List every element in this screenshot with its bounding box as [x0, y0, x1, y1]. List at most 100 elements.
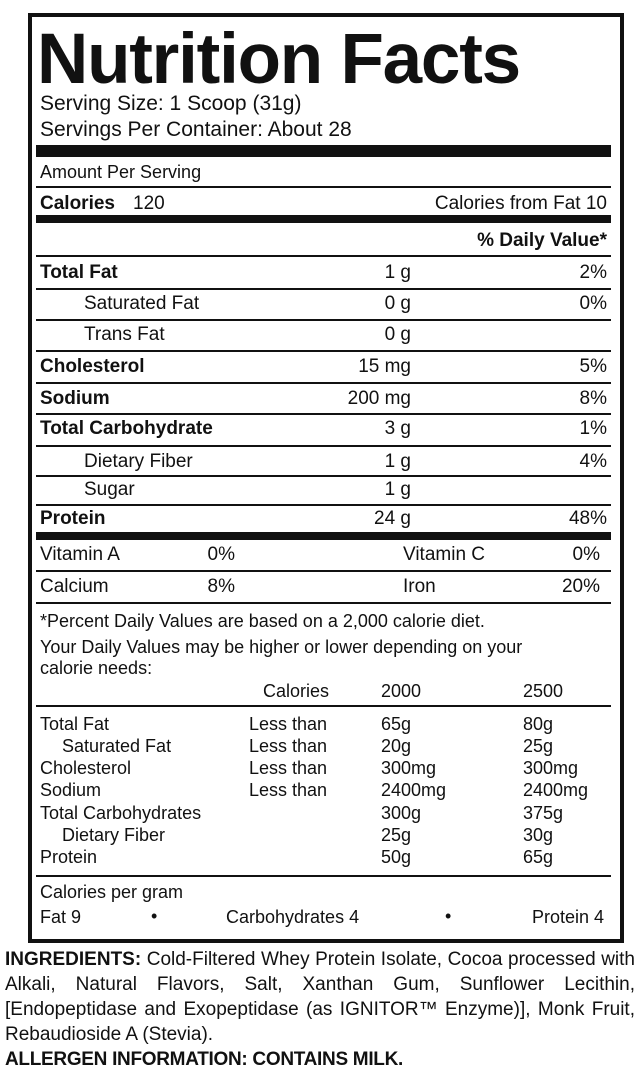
dv-table-header: Calories	[263, 681, 330, 701]
rule	[36, 319, 611, 321]
thick-rule	[36, 215, 611, 223]
bullet: •	[445, 906, 452, 926]
dv-table-qualifier: Less than	[249, 758, 328, 778]
footnote: Your Daily Values may be higher or lower…	[40, 637, 523, 657]
title: Nutrition Facts	[37, 20, 521, 99]
dv-table-2000: 50g	[381, 847, 412, 867]
dv-table-header: 2500	[523, 681, 564, 701]
rule	[36, 186, 611, 188]
nutrient-amount: 1 g	[384, 451, 411, 472]
dv-table-2000: 300mg	[381, 758, 437, 778]
dv-table-2500: 300mg	[523, 758, 579, 778]
amount-per-serving: Amount Per Serving	[40, 162, 202, 182]
nutrient-dv: 5%	[579, 356, 607, 377]
nutrient-amount: 200 mg	[347, 388, 411, 409]
nutrient-amount: 1 g	[384, 262, 411, 283]
dv-table-2500: 65g	[523, 847, 554, 867]
serving-size: Serving Size: 1 Scoop (31g)	[40, 92, 302, 115]
dv-table-qualifier: Less than	[249, 714, 328, 734]
rule	[36, 350, 611, 352]
ingredients: INGREDIENTS: Cold-Filtered Whey Protein …	[5, 947, 635, 1047]
vitamin-dv: 0%	[572, 544, 600, 565]
dv-table-2000: 65g	[381, 714, 412, 734]
calories-from-fat: Calories from Fat 10	[434, 193, 607, 214]
rule	[36, 602, 611, 604]
rule	[36, 705, 611, 707]
dv-table-name: Sodium	[40, 780, 102, 800]
calories-value: 120	[133, 193, 165, 214]
dv-table-2500: 2400mg	[523, 780, 589, 800]
thick-rule	[36, 145, 611, 157]
calories-per-gram-item: Carbohydrates 4	[226, 907, 360, 927]
nutrient-name: Dietary Fiber	[84, 451, 193, 472]
nutrient-name: Cholesterol	[40, 356, 145, 377]
dv-table-2000: 25g	[381, 825, 412, 845]
ingredients-text: Cold-Filtered Whey Protein Isolate, Coco…	[5, 949, 635, 1045]
rule	[36, 445, 611, 447]
dv-table-name: Cholesterol	[40, 758, 132, 778]
rule	[36, 382, 611, 384]
dv-table-header: 2000	[381, 681, 422, 701]
vitamin-name: Vitamin C	[403, 544, 486, 565]
nutrient-amount: 15 mg	[358, 356, 411, 377]
calories-per-gram-item: Fat 9	[40, 907, 82, 927]
nutrient-name: Protein	[40, 508, 106, 529]
daily-value-header: % Daily Value*	[477, 230, 607, 251]
dv-table-name: Total Fat	[40, 714, 110, 734]
vitamin-dv: 0%	[207, 544, 235, 565]
nutrient-dv: 4%	[579, 451, 607, 472]
vitamin-name: Vitamin A	[40, 544, 120, 565]
dv-table-name: Dietary Fiber	[62, 825, 166, 845]
dv-table-name: Saturated Fat	[62, 736, 172, 756]
rule	[36, 255, 611, 257]
rule	[36, 413, 611, 415]
nutrient-amount: 3 g	[384, 418, 411, 439]
nutrient-name: Trans Fat	[84, 324, 165, 345]
nutrient-name: Sugar	[84, 479, 135, 500]
dv-table-2500: 375g	[523, 803, 564, 823]
dv-table-2500: 30g	[523, 825, 554, 845]
nutrient-amount: 1 g	[384, 479, 411, 500]
ingredients-label: INGREDIENTS:	[5, 949, 142, 970]
vitamin-name: Calcium	[40, 576, 109, 597]
calories-per-gram: Calories per gram	[40, 882, 184, 902]
nutrient-name: Saturated Fat	[84, 293, 200, 314]
vitamin-dv: 8%	[207, 576, 235, 597]
servings-per-container: Servings Per Container: About 28	[40, 118, 352, 141]
rule	[36, 288, 611, 290]
dv-table-name: Protein	[40, 847, 98, 867]
nutrient-amount: 0 g	[384, 324, 411, 345]
bullet: •	[151, 906, 158, 926]
vitamin-dv: 20%	[561, 576, 600, 597]
nutrient-name: Sodium	[40, 388, 110, 409]
dv-table-2000: 300g	[381, 803, 422, 823]
nutrient-amount: 24 g	[374, 508, 411, 529]
nutrient-dv: 0%	[579, 293, 607, 314]
nutrient-dv: 2%	[579, 262, 607, 283]
dv-table-name: Total Carbohydrates	[40, 803, 202, 823]
dv-table-2500: 80g	[523, 714, 554, 734]
thick-rule	[36, 532, 611, 540]
rule	[36, 875, 611, 877]
dv-table-2000: 2400mg	[381, 780, 447, 800]
nutrient-amount: 0 g	[384, 293, 411, 314]
dv-table-qualifier: Less than	[249, 780, 328, 800]
dv-table-2000: 20g	[381, 736, 412, 756]
dv-table-2500: 25g	[523, 736, 554, 756]
nutrient-name: Total Carbohydrate	[40, 418, 213, 439]
footnote: calorie needs:	[40, 658, 153, 678]
vitamin-name: Iron	[403, 576, 436, 597]
calories-label: Calories	[40, 193, 115, 214]
nutrient-name: Total Fat	[40, 262, 118, 283]
rule	[36, 504, 611, 506]
footnote: *Percent Daily Values are based on a 2,0…	[40, 611, 485, 631]
nutrient-dv: 48%	[568, 508, 607, 529]
label-border	[28, 13, 624, 943]
rule	[36, 475, 611, 477]
rule	[36, 570, 611, 572]
calories-per-gram-item: Protein 4	[531, 907, 604, 927]
dv-table-qualifier: Less than	[249, 736, 328, 756]
nutrient-dv: 8%	[579, 388, 607, 409]
nutrient-dv: 1%	[579, 418, 607, 439]
